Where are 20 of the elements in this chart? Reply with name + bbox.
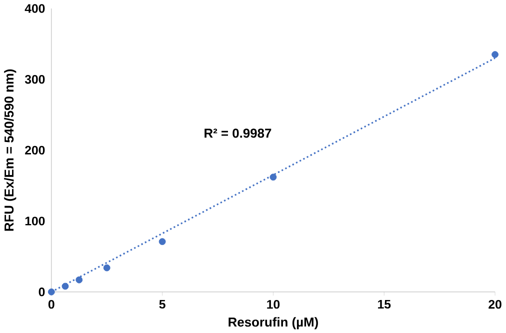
point: [62, 282, 69, 290]
point: [48, 288, 55, 296]
point: [270, 174, 277, 180]
point: [158, 238, 166, 245]
y-tick-label: 0: [38, 287, 45, 296]
point: [76, 276, 83, 284]
x-tick-label: 20: [488, 300, 502, 309]
point: [492, 50, 498, 58]
x-tick-label: 10: [267, 300, 280, 309]
y-axis-title: RFU (Ex/Em = 540/590 nm): [4, 69, 16, 231]
y-tick-label: 400: [24, 4, 45, 13]
y-tick-label: 100: [25, 216, 45, 226]
x-tick-label: 5: [159, 300, 166, 308]
x-tick-label: 0: [48, 300, 54, 309]
y-tick-label: 200: [25, 146, 45, 154]
y-tick-label: 300: [24, 74, 45, 84]
x-tick-label: 15: [378, 300, 391, 308]
annotation: R² = 0.9987: [204, 128, 272, 138]
x-axis-title: Resorufin (µM): [228, 317, 318, 330]
point: [103, 264, 110, 272]
